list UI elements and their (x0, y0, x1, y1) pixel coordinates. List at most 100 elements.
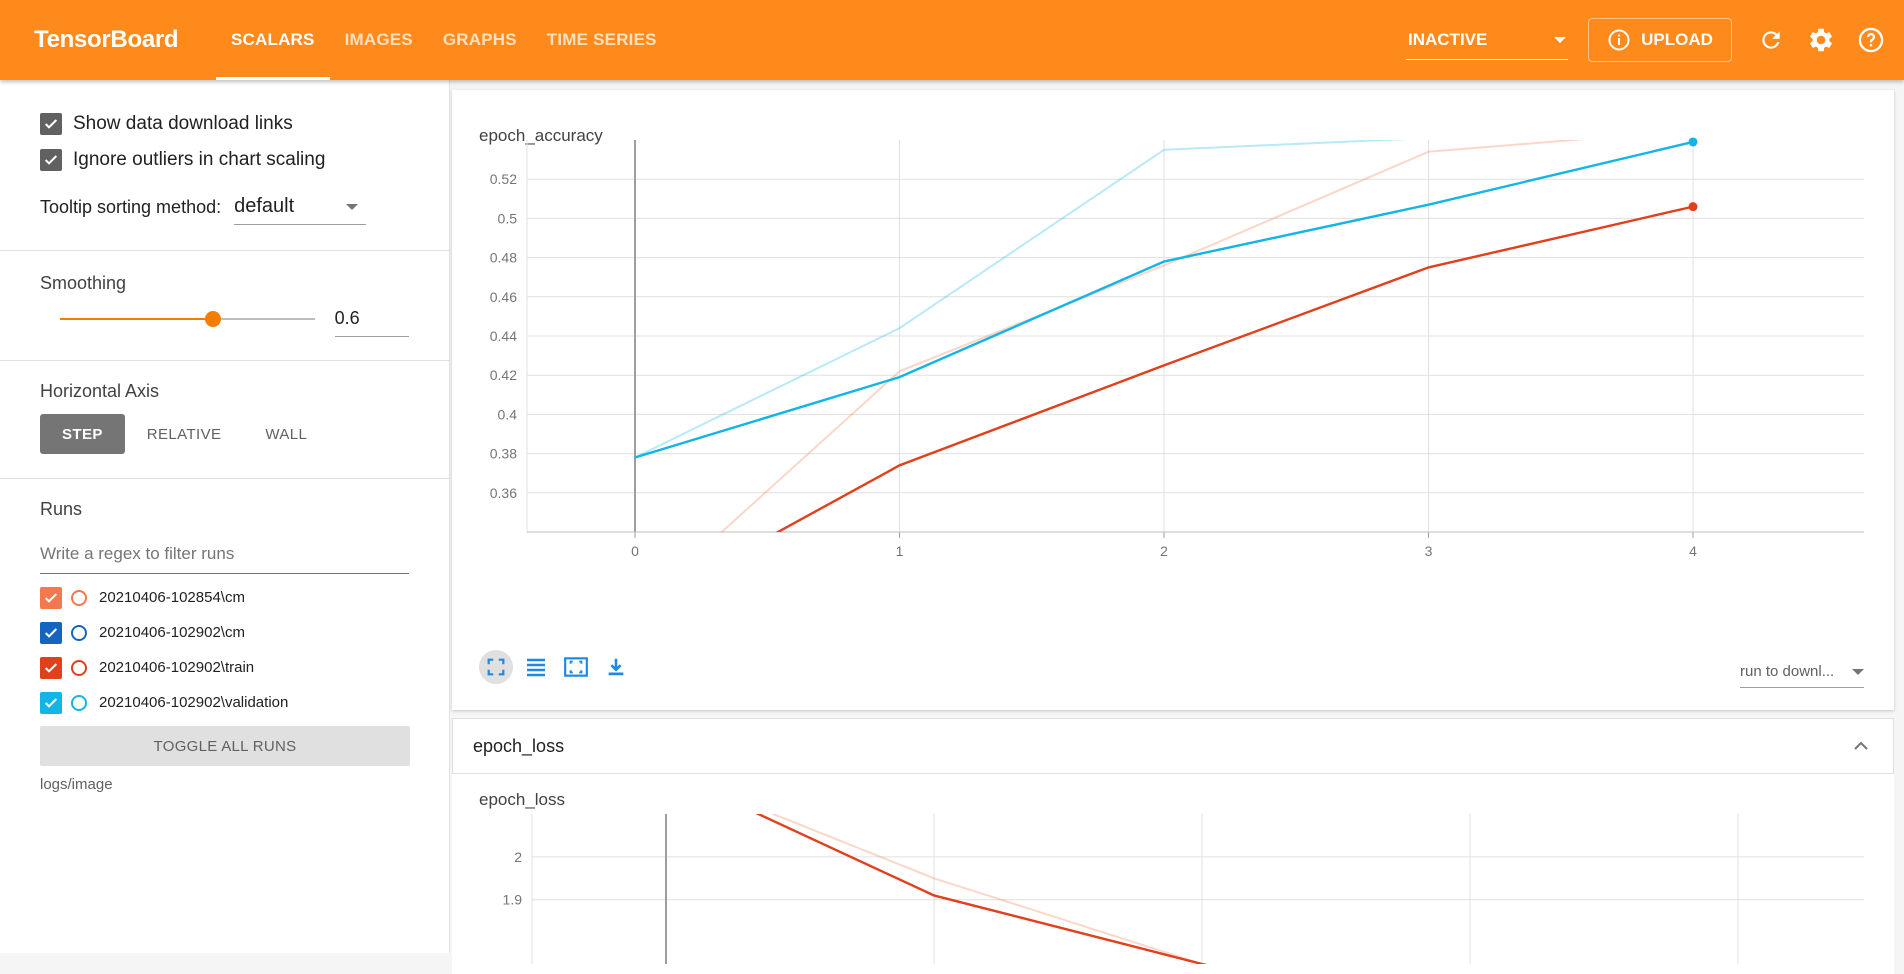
axis-wall-button[interactable]: WALL (265, 425, 308, 443)
upload-label: UPLOAD (1641, 30, 1713, 49)
run-item[interactable]: 20210406-102854\cm (40, 580, 409, 615)
run-color-radio[interactable] (71, 589, 87, 606)
run-item[interactable]: 20210406-102902\train (40, 650, 409, 685)
check-icon (44, 662, 58, 673)
toggle-all-runs-button[interactable]: TOGGLE ALL RUNS (40, 726, 410, 766)
smoothing-title: Smoothing (40, 273, 127, 293)
fit-domain-button[interactable] (559, 650, 593, 684)
check-icon (44, 592, 58, 603)
app-title: TensorBoard (34, 26, 179, 53)
download-run-value: run to downl... (1740, 663, 1835, 680)
smoothing-control: 0.6 (40, 294, 409, 344)
sidebar: Show data download links Ignore outliers… (0, 80, 450, 953)
y-tick-label: 0.4 (498, 406, 518, 422)
series-line (720, 140, 1586, 532)
run-color-radio[interactable] (71, 694, 87, 711)
y-tick-label: 0.48 (490, 250, 517, 266)
inactive-select-label: INACTIVE (1408, 29, 1488, 49)
chevron-down-icon (1554, 36, 1566, 43)
runs-section: Runs Write a regex to filter runs 202104… (0, 479, 449, 793)
show-download-links-option[interactable]: Show data download links (40, 106, 409, 142)
download-run-select[interactable]: run to downl... (1740, 656, 1864, 688)
chevron-up-icon[interactable] (1849, 734, 1873, 758)
reload-button[interactable] (1754, 23, 1788, 57)
runs-filter-input[interactable]: Write a regex to filter runs (40, 534, 409, 574)
x-tick-label: 0 (631, 543, 639, 559)
chart-toolbar (479, 650, 633, 684)
tab-images[interactable]: IMAGES (344, 30, 413, 49)
tooltip-sort-label: Tooltip sorting method: (40, 196, 222, 217)
series-line (634, 140, 1694, 459)
log-directory: logs/image (40, 776, 113, 793)
series-end-point (1688, 202, 1698, 212)
run-name: 20210406-102902\train (99, 659, 255, 676)
run-checkbox[interactable] (40, 656, 62, 679)
y-tick-label: 0.52 (490, 171, 517, 187)
run-name: 20210406-102902\validation (99, 694, 289, 711)
upload-button[interactable]: UPLOAD (1588, 18, 1732, 62)
tooltip-sort-select[interactable]: default (234, 189, 367, 225)
tab-time-series[interactable]: TIME SERIES (546, 30, 657, 49)
loss-group-header[interactable]: epoch_loss (452, 718, 1894, 774)
loss-group-title: epoch_loss (473, 735, 565, 756)
y-tick-label: 0.38 (490, 446, 517, 462)
toolbar-right: INACTIVE UPLOAD (1406, 0, 1904, 80)
axis-step-button[interactable]: STEP (40, 414, 125, 454)
main-content: epoch_accuracy 0.36 0.38 0.4 0.42 0.44 0.46 0.… (452, 80, 1904, 974)
slider-fill (60, 318, 213, 320)
help-button[interactable] (1854, 23, 1888, 57)
show-download-links-checkbox[interactable] (40, 113, 62, 135)
loss-chart-card: epoch_loss 1.9 2 (452, 774, 1894, 974)
series-line (755, 814, 1208, 964)
run-checkbox[interactable] (40, 691, 62, 714)
tab-scalars[interactable]: SCALARS (216, 0, 330, 80)
run-name: 20210406-102854\cm (99, 589, 245, 606)
fullscreen-icon (487, 658, 505, 676)
ignore-outliers-checkbox[interactable] (40, 149, 62, 171)
horizontal-axis-options: STEP RELATIVE WALL (40, 414, 409, 454)
accuracy-chart-title: epoch_accuracy (479, 126, 603, 145)
slider-handle[interactable] (204, 311, 221, 327)
y-tick-label: 2 (514, 849, 522, 865)
horizontal-axis-title: Horizontal Axis (40, 381, 160, 401)
smoothing-value-input[interactable]: 0.6 (334, 301, 409, 337)
run-checkbox[interactable] (40, 621, 62, 644)
axis-relative-button[interactable]: RELATIVE (146, 425, 222, 443)
run-item[interactable]: 20210406-102902\validation (40, 685, 409, 720)
chevron-down-icon (1852, 668, 1864, 675)
accuracy-chart[interactable]: 0.36 0.38 0.4 0.42 0.44 0.46 0.48 0.5 0.52 0 1 2 3 4 (452, 130, 1894, 670)
log-scale-button[interactable] (519, 650, 553, 684)
fullscreen-button[interactable] (479, 650, 513, 684)
y-tick-label: 0.44 (490, 328, 517, 344)
loss-chart[interactable]: 1.92 (452, 814, 1894, 964)
refresh-icon (1762, 31, 1780, 49)
smoothing-slider[interactable] (60, 311, 315, 327)
display-options: Show data download links Ignore outliers… (0, 80, 449, 251)
run-color-radio[interactable] (71, 659, 87, 676)
loss-chart-title: epoch_loss (479, 790, 566, 809)
run-checkbox[interactable] (40, 586, 62, 609)
x-tick-label: 2 (1160, 543, 1168, 559)
tooltip-sort-value: default (234, 195, 295, 217)
ignore-outliers-option[interactable]: Ignore outliers in chart scaling (40, 142, 409, 178)
series-line (634, 140, 1407, 459)
list-icon (527, 658, 545, 677)
series-line (770, 814, 1207, 964)
series-end-point (1688, 137, 1698, 147)
gear-icon (1810, 28, 1832, 52)
download-button[interactable] (599, 650, 633, 684)
run-color-radio[interactable] (71, 624, 87, 641)
x-tick-label: 3 (1425, 543, 1433, 559)
x-tick-label: 4 (1689, 543, 1697, 559)
chevron-down-icon (346, 203, 359, 210)
series-line (775, 205, 1694, 532)
run-item[interactable]: 20210406-102902\cm (40, 615, 409, 650)
download-icon (608, 658, 624, 676)
top-bar: TensorBoard SCALARS IMAGES GRAPHS TIME S… (0, 0, 1904, 80)
run-name: 20210406-102902\cm (99, 624, 245, 641)
ignore-outliers-label: Ignore outliers in chart scaling (73, 149, 326, 170)
nav-tabs: SCALARS IMAGES GRAPHS TIME SERIES (216, 0, 672, 80)
inactive-plugins-select[interactable]: INACTIVE (1406, 20, 1568, 60)
tab-graphs[interactable]: GRAPHS (442, 30, 517, 49)
settings-button[interactable] (1804, 23, 1838, 57)
